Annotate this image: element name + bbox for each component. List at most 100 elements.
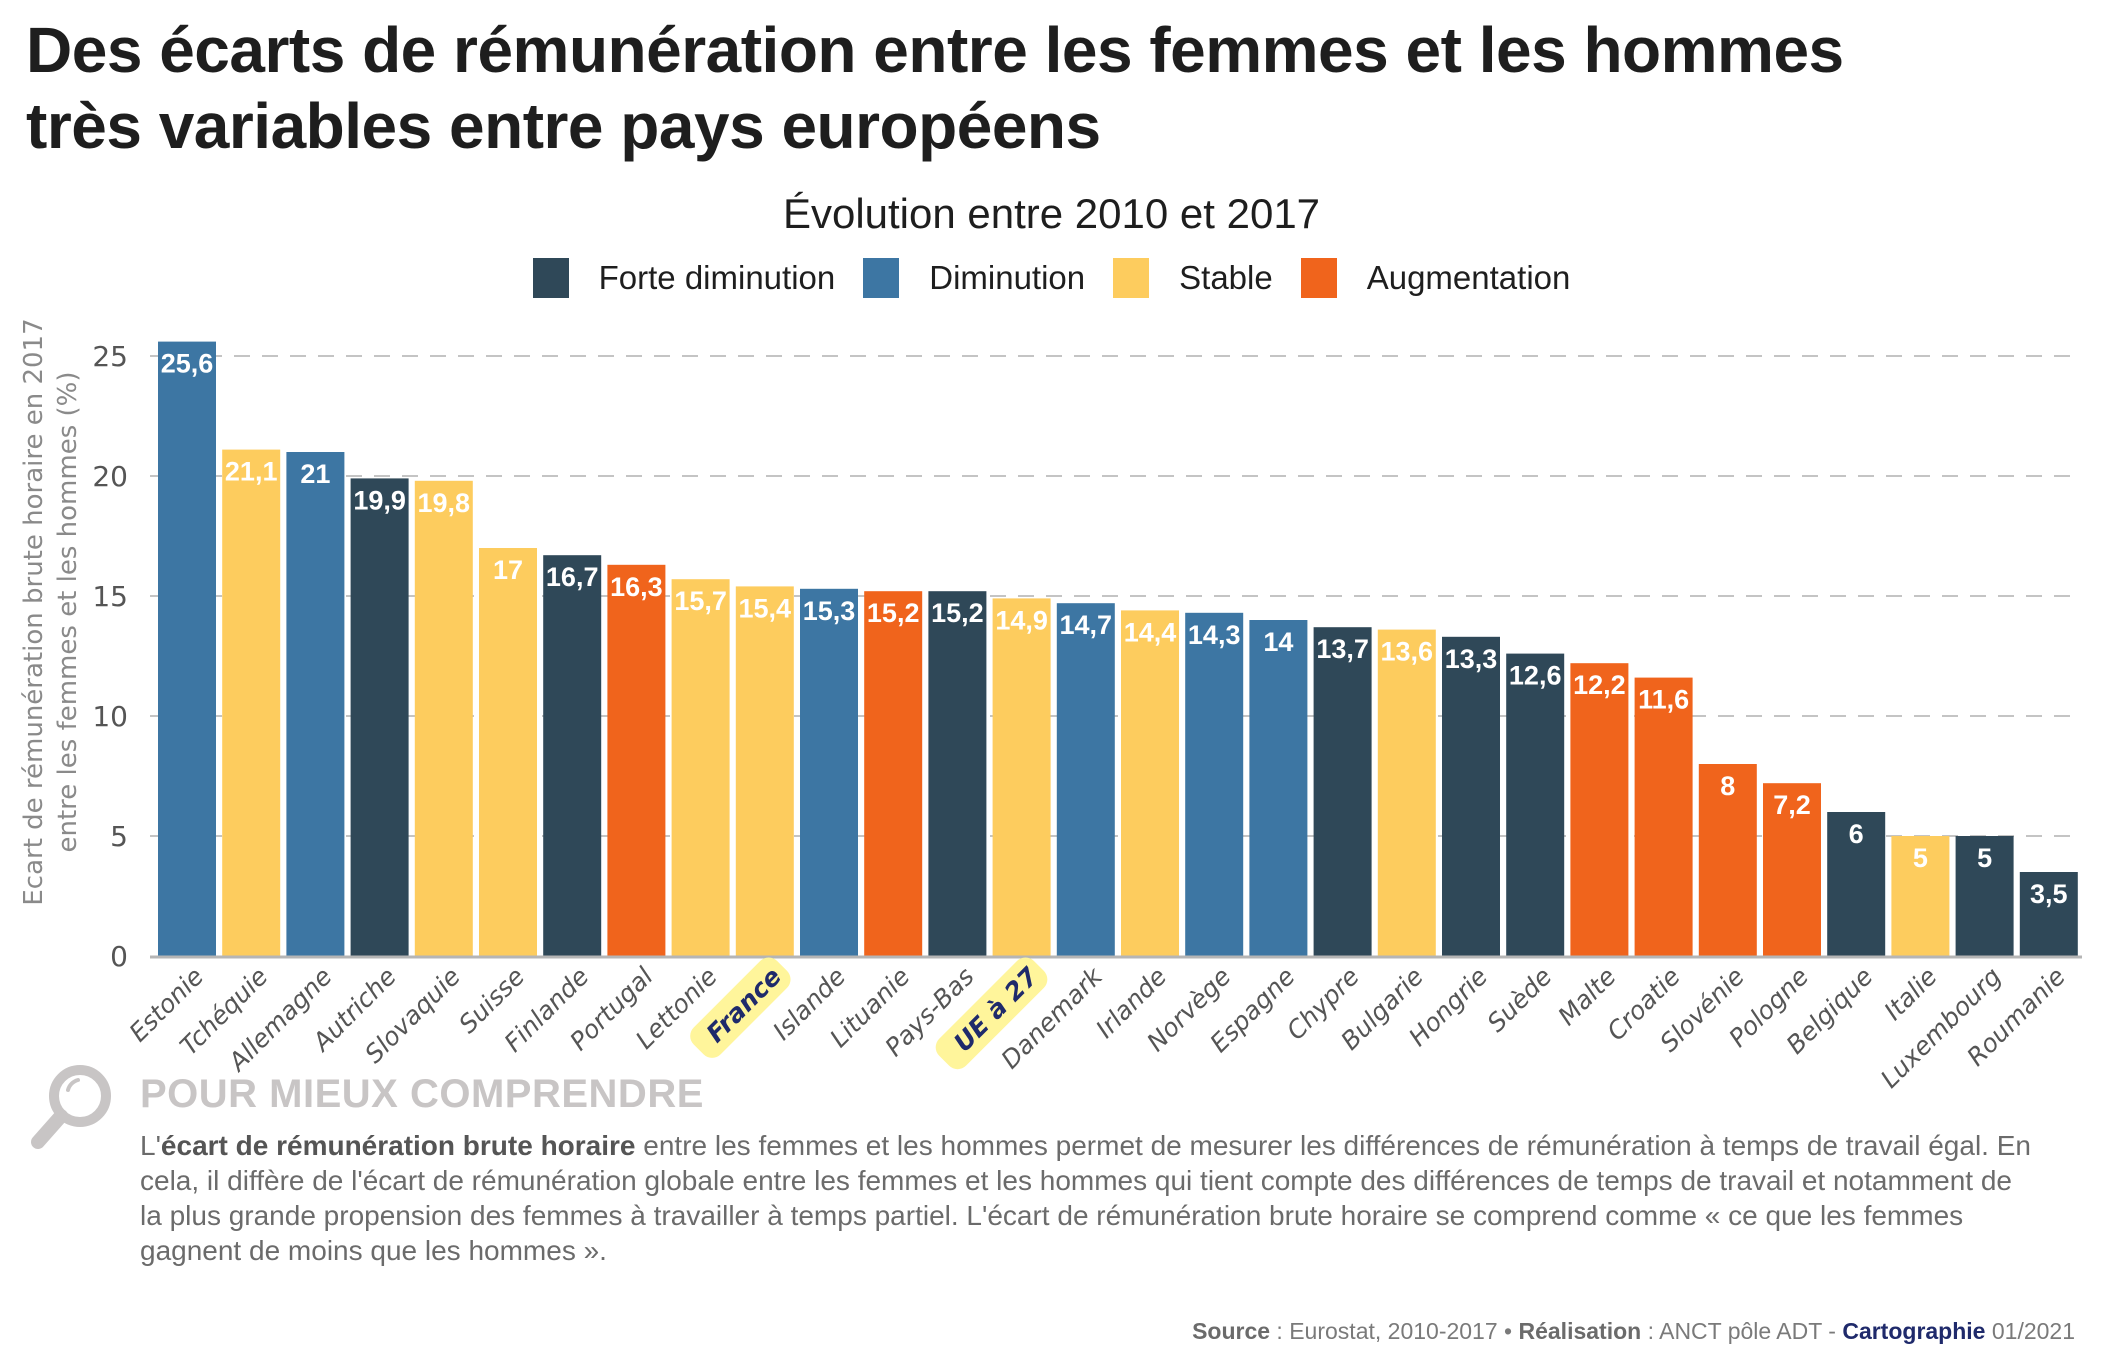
x-label-highlight xyxy=(935,957,1048,1070)
bar xyxy=(864,591,923,956)
source-label: Source xyxy=(1192,1318,1271,1344)
y-tick-label: 5 xyxy=(110,820,128,853)
magnifier-icon xyxy=(28,1060,118,1154)
legend: Forte diminution Diminution Stable Augme… xyxy=(0,258,2103,298)
bar-value-label: 15,7 xyxy=(674,586,727,616)
bar xyxy=(1955,836,2014,956)
bar-value-label: 13,6 xyxy=(1381,637,1434,667)
source-value: : Eurostat, 2010-2017 • xyxy=(1270,1318,1519,1344)
legend-item-diminution: Diminution xyxy=(863,258,1085,298)
bar xyxy=(1313,627,1372,956)
bar-value-label: 6 xyxy=(1849,819,1864,849)
bar xyxy=(1185,612,1244,956)
legend-swatch xyxy=(1113,258,1150,298)
bar-value-label: 11,6 xyxy=(1638,685,1689,715)
bar xyxy=(607,564,666,956)
legend-item-stable: Stable xyxy=(1113,258,1273,298)
bar-value-label: 19,9 xyxy=(353,485,406,515)
y-axis-label: Ecart de rémunération brute horaire en 2… xyxy=(19,318,83,905)
info-body: L'écart de rémunération brute horaire en… xyxy=(140,1128,2040,1268)
bar xyxy=(671,579,730,956)
bar xyxy=(543,555,602,956)
info-body-rest: entre les femmes et les hommes permet de… xyxy=(140,1130,2031,1266)
legend-swatch xyxy=(532,258,569,298)
legend-swatch xyxy=(1300,258,1337,298)
bar-value-label: 7,2 xyxy=(1773,790,1811,820)
bar-value-label: 3,5 xyxy=(2030,879,2068,909)
realisation-label: Réalisation xyxy=(1518,1318,1642,1344)
footer-credits: Source : Eurostat, 2010-2017 • Réalisati… xyxy=(1192,1318,2075,1345)
bar-value-label: 21,1 xyxy=(225,457,278,487)
bar-value-label: 19,8 xyxy=(418,488,471,518)
bar xyxy=(1249,620,1308,956)
bar-value-label: 16,3 xyxy=(610,572,663,602)
bar xyxy=(1891,836,1950,956)
bar-value-label: 16,7 xyxy=(546,562,599,592)
bar xyxy=(1442,636,1500,956)
y-axis-label-line-1: Ecart de rémunération brute horaire en 2… xyxy=(19,318,49,905)
y-tick-label: 10 xyxy=(92,700,128,733)
info-body-prefix: L' xyxy=(140,1130,161,1161)
bar-value-label: 13,7 xyxy=(1316,634,1369,664)
bar xyxy=(158,341,216,957)
bar xyxy=(928,591,987,956)
info-title: POUR MIEUX COMPRENDRE xyxy=(140,1072,704,1116)
bar-value-label: 5 xyxy=(1913,843,1928,873)
bar-value-label: 15,2 xyxy=(867,598,920,628)
bar xyxy=(1570,663,1629,956)
bar xyxy=(1634,677,1693,956)
bars: 25,6 21,1 21 19,9 19,8 17 16,7 16,3 15,7 15,4 15,3… xyxy=(158,341,2078,957)
bar xyxy=(350,478,409,956)
bar xyxy=(992,598,1051,956)
legend-label: Stable xyxy=(1179,259,1273,296)
bar-value-label: 12,2 xyxy=(1573,670,1626,700)
y-tick-label: 25 xyxy=(92,340,128,373)
bar xyxy=(1056,603,1115,956)
legend-swatch xyxy=(863,258,900,298)
bar xyxy=(2019,872,2078,956)
cartographie-label: Cartographie xyxy=(1842,1318,1986,1344)
bar xyxy=(1763,783,1821,956)
x-tick-label-group: Suède xyxy=(1482,962,1558,1038)
bar xyxy=(414,480,473,956)
bar xyxy=(1827,812,1886,956)
bar xyxy=(479,548,537,956)
bar xyxy=(735,586,794,956)
title-line-1: Des écarts de rémunération entre les fem… xyxy=(26,14,1844,86)
info-body-bold: écart de rémunération brute horaire xyxy=(160,1130,636,1161)
y-axis-ticks: 0 5 10 15 20 25 xyxy=(92,340,128,973)
y-tick-label: 20 xyxy=(92,460,128,493)
bar xyxy=(286,452,345,956)
bar xyxy=(1377,629,1436,956)
legend-item-forte-diminution: Forte diminution xyxy=(532,258,836,298)
bar-value-label: 25,6 xyxy=(161,349,214,379)
bar-value-label: 8 xyxy=(1720,771,1735,801)
realisation-value: : ANCT pôle ADT - xyxy=(1641,1318,1843,1344)
legend-label: Diminution xyxy=(929,259,1086,296)
bar-value-label: 14,4 xyxy=(1124,617,1177,647)
legend-label: Forte diminution xyxy=(598,259,836,296)
legend-label: Augmentation xyxy=(1366,259,1571,296)
bar-value-label: 15,2 xyxy=(931,598,984,628)
x-label-highlight xyxy=(690,957,791,1058)
bar-value-label: 15,4 xyxy=(739,593,792,623)
bar-value-label: 15,3 xyxy=(803,596,856,626)
bar-value-label: 14 xyxy=(1263,627,1293,657)
y-tick-label: 15 xyxy=(92,580,128,613)
y-tick-label: 0 xyxy=(110,940,128,973)
bar-value-label: 17 xyxy=(493,555,523,585)
title-line-2: très variables entre pays européens xyxy=(26,90,1101,162)
bar-value-label: 21 xyxy=(300,459,330,489)
bar xyxy=(800,588,858,956)
bar xyxy=(222,449,281,956)
footer-date: 01/2021 xyxy=(1985,1318,2075,1344)
bar-value-label: 5 xyxy=(1977,843,1992,873)
legend-item-augmentation: Augmentation xyxy=(1300,258,1571,298)
bar xyxy=(1121,610,1179,956)
x-tick-label: Suède xyxy=(1482,962,1558,1038)
bar-value-label: 14,3 xyxy=(1188,620,1241,650)
y-axis-label-line-2: entre les femmes et les hommes (%) xyxy=(53,371,83,852)
chart-title: Évolution entre 2010 et 2017 xyxy=(782,190,1321,237)
bar-value-label: 13,3 xyxy=(1445,644,1498,674)
